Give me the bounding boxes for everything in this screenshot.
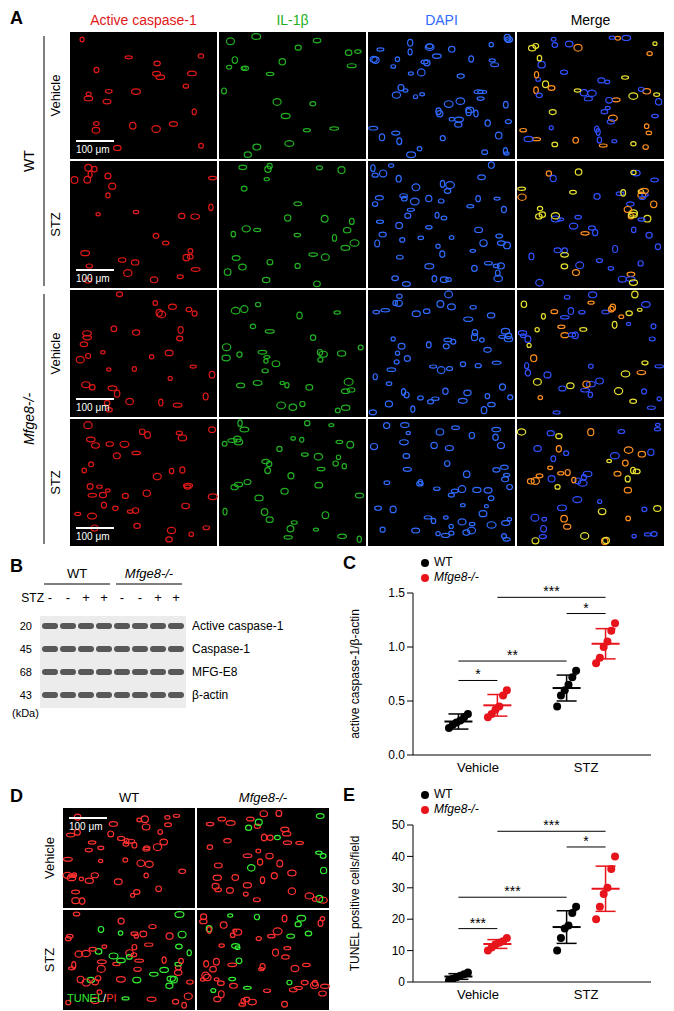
svg-text:50: 50 — [392, 818, 406, 832]
svg-text:0.5: 0.5 — [388, 694, 405, 708]
svg-text:A: A — [10, 8, 23, 28]
svg-text:Caspase-1: Caspase-1 — [192, 642, 250, 656]
svg-text:***: *** — [543, 583, 560, 599]
svg-text:WT: WT — [21, 150, 37, 172]
html-text:Mfge8-/-: Mfge8-/- — [434, 802, 479, 816]
svg-text:30: 30 — [392, 881, 406, 895]
svg-text:Mfge8-/-: Mfge8-/- — [125, 566, 174, 581]
svg-text:0.0: 0.0 — [388, 748, 405, 762]
svg-text:*: * — [475, 666, 481, 682]
svg-text:STZ: STZ — [48, 212, 63, 237]
svg-text:0: 0 — [398, 975, 405, 989]
svg-text:STZ: STZ — [574, 987, 599, 1002]
html-text:WT: WT — [434, 555, 453, 569]
svg-text:D: D — [10, 786, 23, 806]
svg-text:-: - — [138, 590, 142, 605]
svg-text:STZ: STZ — [574, 760, 599, 775]
svg-text:STZ: STZ — [48, 470, 63, 495]
svg-text:(kDa): (kDa) — [12, 707, 39, 719]
svg-text:1.0: 1.0 — [388, 640, 405, 654]
svg-text:-: - — [66, 590, 70, 605]
svg-text:*: * — [583, 833, 589, 849]
svg-text:STZ: STZ — [21, 591, 44, 605]
svg-text:Vehicle: Vehicle — [457, 987, 499, 1002]
svg-text:+: + — [172, 590, 180, 605]
svg-text:43: 43 — [20, 689, 32, 701]
svg-text:+: + — [100, 590, 108, 605]
svg-text:WT: WT — [67, 566, 87, 581]
svg-text:***: *** — [504, 883, 521, 899]
svg-text:TUNEL positive cells/field: TUNEL positive cells/field — [348, 836, 362, 972]
svg-text:20: 20 — [392, 912, 406, 926]
svg-text:*: * — [583, 600, 589, 616]
svg-text:Vehicle: Vehicle — [42, 837, 57, 879]
svg-text:+: + — [82, 590, 90, 605]
html-text:E: E — [343, 785, 355, 805]
svg-text:40: 40 — [392, 850, 406, 864]
svg-text:68: 68 — [20, 666, 32, 678]
svg-text:100 μm: 100 μm — [76, 531, 110, 542]
svg-text:Merge: Merge — [571, 12, 611, 28]
svg-text:STZ: STZ — [42, 948, 57, 973]
svg-text:Vehicle: Vehicle — [457, 760, 499, 775]
svg-text:100 μm: 100 μm — [76, 144, 110, 155]
svg-text:Active caspase-1: Active caspase-1 — [90, 12, 197, 28]
svg-text:10: 10 — [392, 944, 406, 958]
svg-text:WT: WT — [119, 790, 139, 805]
svg-text:IL-1β: IL-1β — [276, 12, 308, 28]
svg-text:Vehicle: Vehicle — [48, 75, 63, 117]
svg-text:100 μm: 100 μm — [76, 402, 110, 413]
svg-text:***: *** — [470, 915, 487, 931]
svg-text:B: B — [10, 556, 23, 576]
svg-text:20: 20 — [20, 620, 32, 632]
svg-text:-: - — [48, 590, 52, 605]
svg-text:TUNEL/PI: TUNEL/PI — [67, 992, 117, 1004]
svg-text:***: *** — [543, 817, 560, 833]
svg-text:+: + — [154, 590, 162, 605]
svg-text:-: - — [120, 590, 124, 605]
svg-text:active caspase-1/β-actin: active caspase-1/β-actin — [348, 609, 362, 739]
svg-text:100 μm: 100 μm — [69, 821, 103, 832]
svg-text:Vehicle: Vehicle — [48, 333, 63, 375]
svg-text:Mfge8-/-: Mfge8-/- — [239, 790, 288, 805]
html-text:WT: WT — [434, 787, 453, 801]
html-text:C: C — [343, 553, 356, 573]
html-text:Mfge8-/-: Mfge8-/- — [434, 570, 479, 584]
svg-text:45: 45 — [20, 643, 32, 655]
svg-text:MFG-E8: MFG-E8 — [192, 665, 238, 679]
svg-text:Mfge8-/-: Mfge8-/- — [21, 393, 37, 445]
svg-text:**: ** — [507, 647, 518, 663]
svg-text:DAPI: DAPI — [425, 12, 458, 28]
svg-text:β-actin: β-actin — [192, 688, 228, 702]
svg-text:100 μm: 100 μm — [76, 273, 110, 284]
svg-text:1.5: 1.5 — [388, 586, 405, 600]
svg-text:Active caspase-1: Active caspase-1 — [192, 619, 284, 633]
